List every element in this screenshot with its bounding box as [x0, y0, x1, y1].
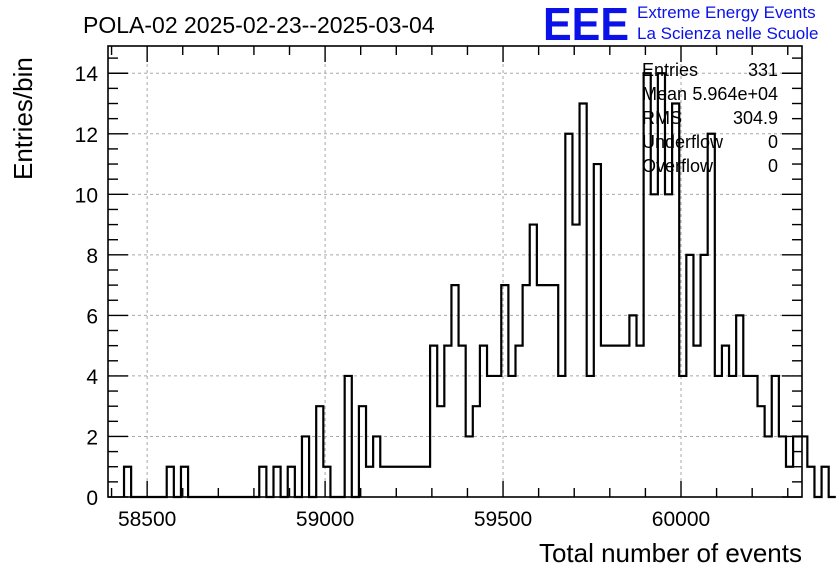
y-tick-label: 10 [75, 184, 98, 207]
stat-rms-value: 304.9 [733, 108, 778, 128]
y-tick-labels: 0 2 4 6 8 10 12 14 [75, 63, 99, 510]
logo-line-2: La Scienza nelle Scuole [637, 24, 818, 43]
x-tick-label: 59500 [474, 508, 532, 531]
stats-box: Entries 331 Mean 5.964e+04 RMS 304.9 Und… [642, 60, 778, 176]
y-tick-label: 14 [75, 63, 99, 86]
y-tick-label: 4 [86, 366, 98, 389]
y-tick-label: 0 [86, 487, 98, 510]
logo-line-1: Extreme Energy Events [637, 3, 816, 22]
y-tick-label: 8 [86, 245, 98, 268]
stat-overflow-value: 0 [768, 156, 778, 176]
plot-frame [107, 45, 803, 498]
histogram-series [122, 72, 836, 499]
stat-overflow-label: Overflow [642, 156, 714, 176]
stat-entries-label: Entries [642, 60, 698, 80]
x-tick-labels: 58500 59000 59500 60000 [118, 508, 710, 531]
y-tick-label: 2 [86, 426, 98, 449]
stat-underflow-value: 0 [768, 132, 778, 152]
y-axis-label: Entries/bin [8, 57, 38, 180]
x-axis-label: Total number of events [539, 538, 802, 568]
chart-title: POLA-02 2025-02-23--2025-03-04 [83, 12, 435, 38]
x-tick-label: 60000 [652, 508, 710, 531]
stat-underflow-label: Underflow [642, 132, 724, 152]
y-tick-label: 12 [75, 124, 98, 147]
grid-lines [108, 46, 802, 498]
stat-entries-value: 331 [748, 60, 778, 80]
x-tick-label: 58500 [118, 508, 176, 531]
eee-logo-mark: EEE [543, 0, 629, 50]
x-tick-label: 59000 [296, 508, 354, 531]
axis-ticks [108, 46, 802, 498]
stat-rms-label: RMS [642, 108, 682, 128]
eee-logo: EEE Extreme Energy Events La Scienza nel… [543, 0, 818, 50]
stat-mean-value: 5.964e+04 [692, 84, 778, 104]
stat-mean-label: Mean [642, 84, 687, 104]
y-tick-label: 6 [86, 305, 98, 328]
